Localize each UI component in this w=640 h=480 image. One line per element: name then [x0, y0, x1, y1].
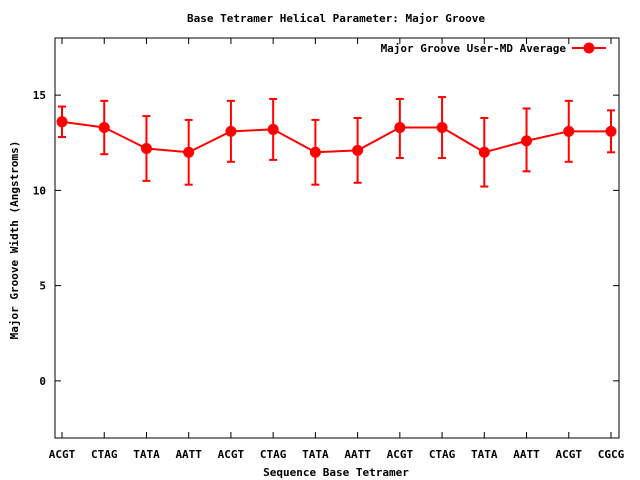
data-point: [98, 122, 110, 134]
x-tick-label: ACGT: [556, 448, 583, 461]
x-tick-label: ACGT: [218, 448, 245, 461]
legend: Major Groove User-MD Average: [381, 42, 606, 55]
x-tick-label: AATT: [175, 448, 202, 461]
x-tick-label: ACGT: [49, 448, 76, 461]
data-point: [267, 123, 279, 135]
data-point: [605, 125, 617, 137]
x-tick-label: CTAG: [429, 448, 456, 461]
data-point: [56, 116, 68, 128]
data-point: [436, 122, 448, 134]
data-point: [478, 146, 490, 158]
x-axis-label: Sequence Base Tetramer: [263, 466, 409, 479]
y-tick-label: 15: [33, 89, 46, 102]
data-point: [394, 122, 406, 134]
chart-title: Base Tetramer Helical Parameter: Major G…: [187, 12, 485, 25]
legend-label: Major Groove User-MD Average: [381, 42, 567, 55]
data-point: [225, 125, 237, 137]
data-point: [140, 142, 152, 154]
x-tick-label: TATA: [133, 448, 160, 461]
data-point: [352, 144, 364, 156]
x-tick-label: ACGT: [387, 448, 414, 461]
y-axis-label: Major Groove Width (Angstroms): [8, 141, 21, 340]
plot-frame: [54, 37, 620, 439]
x-tick-label: CTAG: [260, 448, 287, 461]
x-tick-label: CGCG: [598, 448, 625, 461]
series-layer: [56, 96, 617, 188]
x-tick-label: TATA: [471, 448, 498, 461]
data-point: [309, 146, 321, 158]
y-tick-label: 0: [39, 375, 46, 388]
x-tick-label: CTAG: [91, 448, 118, 461]
y-tick-label: 5: [39, 280, 46, 293]
data-point: [563, 125, 575, 137]
x-tick-label: TATA: [302, 448, 329, 461]
legend-marker: [583, 42, 595, 54]
x-tick-label: AATT: [513, 448, 540, 461]
data-point: [183, 146, 195, 158]
data-point: [521, 135, 533, 147]
x-tick-label: AATT: [344, 448, 371, 461]
y-tick-label: 10: [33, 184, 46, 197]
series-line: [61, 120, 611, 154]
axis-ticks: 0 5 10 15 ACGT CTAG TATA AATT ACGT CTAG TATA AATT AC…: [33, 38, 625, 461]
